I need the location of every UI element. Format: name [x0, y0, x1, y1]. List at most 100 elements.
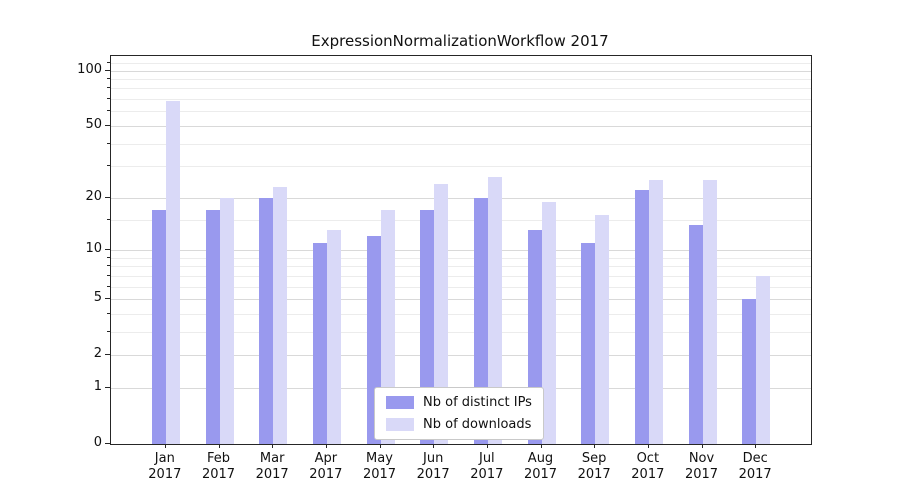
- bar-downloads-nov: [702, 180, 717, 444]
- x-tick-mark: [164, 444, 166, 448]
- gridline-minor: [111, 143, 811, 145]
- x-tick-label-may: May 2017: [362, 451, 397, 482]
- chart-title: ExpressionNormalizationWorkflow 2017: [311, 32, 609, 50]
- bar-distinct-ips-feb: [205, 210, 220, 444]
- gridline-major: [111, 70, 811, 72]
- y-tick-mark: [105, 196, 110, 198]
- legend-label-downloads: Nb of downloads: [423, 417, 532, 432]
- y-tick-mark-minor: [107, 330, 110, 332]
- gridline-minor: [111, 331, 811, 333]
- legend-item-downloads: Nb of downloads: [386, 417, 532, 432]
- y-tick-mark-minor: [107, 142, 110, 144]
- legend-swatch-downloads: [386, 418, 414, 431]
- gridline-major: [111, 355, 811, 357]
- x-tick-label-mar: Mar 2017: [255, 451, 289, 482]
- bar-distinct-ips-mar: [259, 197, 274, 444]
- x-tick-mark: [486, 444, 488, 448]
- x-tick-label-dec: Dec 2017: [738, 451, 772, 482]
- y-tick-mark-minor: [107, 78, 110, 80]
- bar-downloads-mar: [273, 186, 288, 444]
- gridline-major: [111, 299, 811, 301]
- bar-distinct-ips-apr: [312, 242, 327, 444]
- y-tick-mark: [105, 386, 110, 388]
- gridline-minor: [111, 62, 811, 64]
- y-tick-mark-minor: [107, 285, 110, 287]
- bar-downloads-jul: [487, 177, 502, 444]
- bar-distinct-ips-dec: [742, 299, 757, 444]
- bar-downloads-may: [380, 210, 395, 444]
- y-tick-label: 2: [93, 346, 102, 362]
- y-tick-mark-minor: [107, 265, 110, 267]
- x-tick-label-oct: Oct 2017: [631, 451, 665, 482]
- gridline-minor: [111, 111, 811, 113]
- y-tick-mark: [105, 124, 110, 126]
- bar-downloads-dec: [756, 275, 771, 444]
- x-tick-label-sep: Sep 2017: [577, 451, 611, 482]
- legend-swatch-distinct-ips: [386, 396, 414, 409]
- y-tick-mark-minor: [107, 256, 110, 258]
- x-tick-mark: [272, 444, 274, 448]
- y-tick-mark-minor: [107, 312, 110, 314]
- x-tick-mark: [433, 444, 435, 448]
- bar-distinct-ips-nov: [688, 224, 703, 444]
- bar-downloads-oct: [648, 180, 663, 444]
- y-tick-mark-minor: [107, 87, 110, 89]
- gridline-major: [111, 125, 811, 127]
- bar-downloads-sep: [595, 214, 610, 444]
- y-tick-label: 0: [93, 435, 102, 450]
- y-tick-mark-minor: [107, 98, 110, 100]
- gridline-minor: [111, 275, 811, 277]
- x-tick-label-jan: Jan 2017: [148, 451, 182, 482]
- x-tick-label-jun: Jun 2017: [416, 451, 450, 482]
- y-tick-label: 100: [77, 61, 102, 77]
- x-tick-mark: [594, 444, 596, 448]
- bar-downloads-jun: [434, 183, 449, 444]
- bar-distinct-ips-oct: [634, 190, 649, 444]
- x-tick-label-feb: Feb 2017: [201, 451, 236, 482]
- x-tick-mark: [325, 444, 327, 448]
- gridline-minor: [111, 266, 811, 268]
- y-tick-mark-minor: [107, 61, 110, 63]
- x-tick-mark: [218, 444, 220, 448]
- gridline-minor: [111, 257, 811, 259]
- gridline-major: [111, 250, 811, 251]
- y-tick-mark: [105, 443, 110, 444]
- x-tick-mark: [701, 444, 703, 448]
- bar-distinct-ips-sep: [581, 242, 596, 444]
- y-tick-mark: [105, 354, 110, 356]
- bar-downloads-aug: [541, 201, 556, 444]
- gridline-minor: [111, 79, 811, 81]
- bar-downloads-jan: [165, 101, 180, 444]
- bar-distinct-ips-jan: [151, 210, 166, 444]
- bar-downloads-feb: [219, 197, 234, 444]
- y-tick-mark-minor: [107, 274, 110, 276]
- gridline-minor: [111, 99, 811, 101]
- x-tick-label-jul: Jul 2017: [470, 451, 504, 482]
- y-tick-label: 5: [93, 290, 102, 306]
- legend: Nb of distinct IPs Nb of downloads: [374, 387, 544, 440]
- y-tick-mark-minor: [107, 218, 110, 220]
- bar-distinct-ips-jun: [420, 210, 435, 444]
- plot-area: Nb of distinct IPs Nb of downloads: [110, 55, 812, 445]
- y-tick-mark-minor: [107, 110, 110, 112]
- y-tick-label: 20: [85, 188, 102, 204]
- y-tick-label: 1: [93, 378, 102, 394]
- y-tick-label: 10: [85, 241, 102, 256]
- x-tick-mark: [379, 444, 381, 448]
- gridline-minor: [111, 286, 811, 288]
- y-tick-mark-minor: [107, 165, 110, 167]
- bar-downloads-apr: [326, 230, 341, 444]
- y-tick-label: 50: [85, 116, 102, 132]
- x-tick-mark: [647, 444, 649, 448]
- gridline-minor: [111, 166, 811, 168]
- x-tick-label-nov: Nov 2017: [684, 451, 719, 482]
- x-tick-label-aug: Aug 2017: [523, 451, 558, 482]
- legend-label-distinct-ips: Nb of distinct IPs: [423, 395, 532, 410]
- gridline-minor: [111, 313, 811, 315]
- y-tick-mark: [105, 69, 110, 71]
- gridline-minor: [111, 219, 811, 221]
- bar-distinct-ips-jul: [473, 197, 488, 444]
- y-tick-mark: [105, 249, 110, 250]
- x-tick-mark: [755, 444, 757, 448]
